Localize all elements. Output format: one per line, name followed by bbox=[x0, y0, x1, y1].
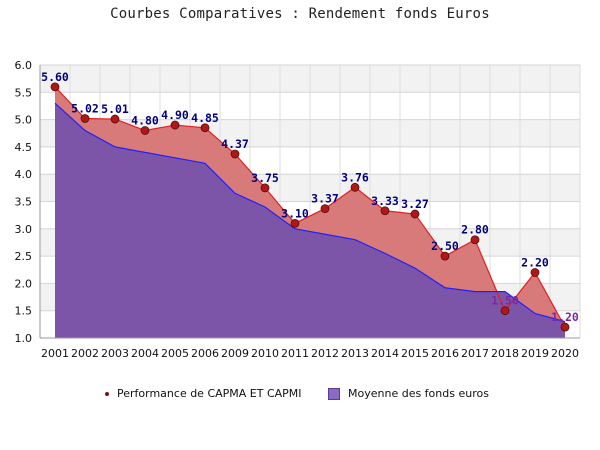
data-point-capma bbox=[140, 126, 150, 135]
area-swatch-icon bbox=[328, 387, 340, 400]
data-label-capma: 1.20 bbox=[551, 310, 579, 324]
y-tick-label: 1.5 bbox=[15, 305, 33, 318]
y-tick-label: 2.5 bbox=[15, 250, 33, 263]
y-tick-label: 2.0 bbox=[15, 277, 33, 290]
data-label-capma: 5.01 bbox=[101, 102, 129, 116]
x-tick-label: 2018 bbox=[491, 347, 519, 360]
data-point-capma bbox=[530, 268, 540, 277]
data-label-capma: 3.75 bbox=[251, 171, 279, 185]
data-point-capma bbox=[500, 306, 510, 316]
data-label-capma: 4.37 bbox=[221, 137, 249, 151]
data-label-capma: 5.60 bbox=[41, 70, 69, 84]
x-tick-label: 2010 bbox=[251, 347, 279, 360]
data-point-capma bbox=[440, 251, 450, 261]
x-tick-label: 2003 bbox=[101, 347, 129, 360]
y-tick-label: 3.5 bbox=[15, 196, 33, 209]
legend-label-average: Moyenne des fonds euros bbox=[348, 387, 489, 400]
data-point-capma bbox=[290, 218, 300, 228]
y-tick-label: 5.0 bbox=[15, 114, 33, 127]
x-tick-label: 2009 bbox=[221, 347, 249, 360]
data-label-capma: 3.10 bbox=[281, 206, 309, 220]
x-tick-label: 2015 bbox=[401, 347, 429, 360]
data-label-capma: 4.80 bbox=[131, 114, 159, 128]
data-point-capma bbox=[170, 120, 180, 130]
legend-item-average: Moyenne des fonds euros bbox=[328, 387, 489, 400]
data-label-capma: 2.80 bbox=[461, 223, 489, 237]
data-point-capma bbox=[350, 182, 360, 192]
x-tick-label: 2005 bbox=[161, 347, 189, 360]
x-tick-label: 2014 bbox=[371, 347, 399, 360]
data-label-capma: 5.02 bbox=[71, 102, 99, 116]
data-label-capma: 2.20 bbox=[521, 255, 549, 269]
data-label-capma: 3.27 bbox=[401, 197, 429, 211]
data-label-capma: 4.85 bbox=[191, 111, 219, 125]
x-tick-label: 2012 bbox=[311, 347, 339, 360]
x-tick-label: 2017 bbox=[461, 347, 489, 360]
data-label-capma: 2.50 bbox=[431, 239, 459, 253]
y-tick-label: 6.0 bbox=[15, 59, 33, 72]
x-tick-label: 2004 bbox=[131, 347, 159, 360]
data-point-capma bbox=[110, 114, 120, 124]
line-average bbox=[54, 102, 566, 323]
data-label-capma: 4.90 bbox=[161, 108, 189, 122]
x-tick-label: 2013 bbox=[341, 347, 369, 360]
x-tick-label: 2019 bbox=[521, 347, 549, 360]
x-tick-label: 2006 bbox=[191, 347, 219, 360]
data-point-capma bbox=[80, 114, 90, 123]
data-label-capma: 1.50 bbox=[491, 294, 519, 308]
data-point-capma bbox=[320, 204, 330, 213]
data-point-capma bbox=[470, 235, 480, 245]
x-tick-label: 2001 bbox=[41, 347, 69, 360]
diamond-marker-icon bbox=[105, 391, 109, 396]
data-point-capma bbox=[560, 322, 570, 332]
x-tick-label: 2002 bbox=[71, 347, 99, 360]
data-point-capma bbox=[410, 209, 420, 219]
data-point-capma bbox=[380, 206, 390, 216]
x-tick-label: 2020 bbox=[551, 347, 579, 360]
data-label-capma: 3.76 bbox=[341, 170, 369, 184]
y-tick-label: 5.5 bbox=[15, 86, 33, 99]
data-point-capma bbox=[230, 149, 240, 159]
y-tick-label: 4.0 bbox=[15, 168, 33, 181]
chart-title: Courbes Comparatives : Rendement fonds E… bbox=[110, 6, 490, 22]
area-average bbox=[55, 103, 565, 338]
data-point-capma bbox=[260, 183, 270, 193]
y-tick-label: 3.0 bbox=[15, 223, 33, 236]
legend: Performance de CAPMA ET CAPMI Moyenne de… bbox=[100, 387, 520, 405]
legend-item-capma: Performance de CAPMA ET CAPMI bbox=[100, 387, 302, 400]
data-label-capma: 3.33 bbox=[371, 194, 399, 208]
x-tick-label: 2016 bbox=[431, 347, 459, 360]
legend-label-capma: Performance de CAPMA ET CAPMI bbox=[117, 387, 302, 400]
y-tick-label: 4.5 bbox=[15, 141, 33, 154]
x-tick-label: 2011 bbox=[281, 347, 309, 360]
line-capma bbox=[54, 86, 566, 328]
y-tick-label: 1.0 bbox=[15, 332, 33, 345]
data-point-capma bbox=[50, 82, 60, 92]
data-label-capma: 3.37 bbox=[311, 192, 339, 206]
data-point-capma bbox=[200, 123, 210, 133]
